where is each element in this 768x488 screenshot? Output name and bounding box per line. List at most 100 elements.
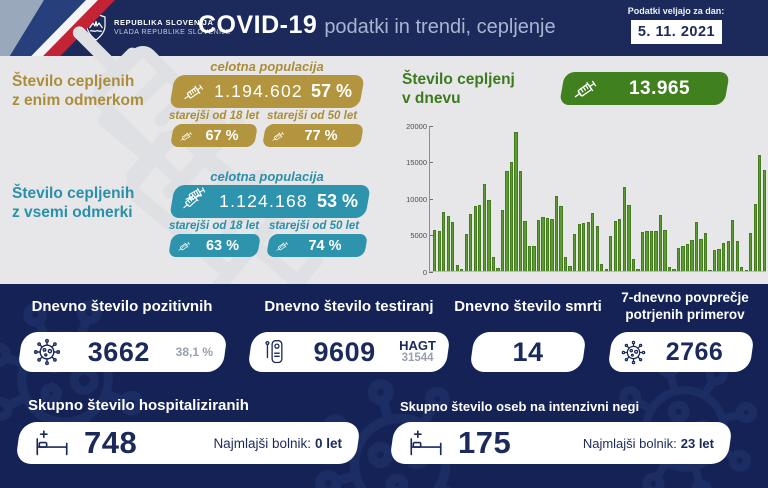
daily-vaccinations-title-line1: Število cepljenj: [402, 71, 515, 88]
chart-bar: [654, 231, 658, 271]
hospitalized-box: 748 Najmlajši bolnik: 0 let: [15, 422, 361, 464]
chart-bar: [451, 221, 455, 271]
chart-bar: [469, 213, 473, 271]
y-axis-tick: 10000: [393, 195, 433, 204]
first-dose-percent: 57 %: [310, 81, 352, 101]
chart-bar: [591, 213, 595, 271]
icu-value: 175: [458, 425, 512, 460]
first-dose-total-box: 1.194.602 57 %: [169, 75, 365, 108]
chart-bar: [572, 234, 577, 271]
daily-tests-hagt: HAGT 31544: [399, 338, 436, 365]
chart-bar: [455, 265, 459, 271]
chart-bar: [487, 199, 491, 271]
chart-bars: [433, 126, 766, 271]
chart-bar: [505, 170, 509, 271]
chart-bar: [694, 222, 699, 271]
chart-bar: [740, 267, 744, 271]
youngest-patient-label: Najmlajši bolnik:: [582, 435, 677, 451]
y-axis-tick: 0: [393, 268, 433, 277]
chart-bar: [690, 239, 694, 271]
all-doses-age50-percent: 74 %: [308, 237, 342, 254]
chart-bar: [663, 230, 667, 271]
daily-statistics-section: Dnevno število pozitivnih 3662 38,1 % Dn…: [0, 284, 768, 488]
first-dose-age18-box: 67 %: [169, 124, 259, 147]
hospitalized-title: Skupno število hospitaliziranih: [28, 397, 249, 414]
daily-tests-title: Dnevno število testiranj: [264, 298, 434, 315]
chart-y-axis: 20000 15000 10000 5000 0: [393, 122, 433, 277]
daily-deaths-title: Dnevno število smrti: [454, 298, 602, 315]
chart-bar: [563, 257, 568, 271]
all-doses-age50-label: starejši od 50 let: [268, 220, 360, 232]
daily-vaccinations-title-line2: v dnevu: [402, 90, 461, 107]
chart-bar: [667, 267, 672, 271]
youngest-patient-value: 23 let: [680, 435, 714, 451]
chart-bar: [744, 269, 748, 271]
hagt-count: 31544: [401, 352, 434, 364]
all-doses-total-box: 1.124.168 53 %: [169, 185, 371, 218]
chart-bar: [712, 249, 717, 271]
chart-bar: [514, 131, 518, 271]
seven-day-average-title: 7-dnevno povprečje potrjenih primerov: [606, 289, 764, 323]
syringe-icon: [181, 79, 210, 105]
chart-bar: [460, 268, 464, 271]
chart-bar: [442, 211, 446, 271]
chart-bar: [604, 268, 608, 271]
all-doses-age18-percent: 63 %: [205, 237, 240, 254]
report-date: 5. 11. 2021: [631, 20, 722, 44]
first-dose-population-label: celotna populacija: [210, 59, 324, 74]
y-axis-tick: 20000: [393, 122, 433, 131]
first-dose-age50-box: 77 %: [261, 124, 365, 147]
chart-bar: [609, 236, 613, 271]
syringe-icon: [176, 238, 194, 254]
chart-bar: [699, 239, 703, 271]
test-kit-icon: [262, 338, 290, 366]
y-axis-tick: 5000: [393, 231, 433, 240]
all-doses-title-line2: z vsemi odmerki: [12, 204, 133, 221]
first-dose-title-line2: z enim odmerkom: [12, 92, 144, 109]
chart-bar: [478, 205, 482, 271]
syringe-icon: [570, 74, 603, 103]
slovenia-coat-of-arms-icon: [86, 13, 106, 41]
syringe-icon: [274, 238, 292, 254]
chart-bar: [496, 268, 500, 271]
daily-vaccinations-count: 13.965: [628, 77, 691, 99]
syringe-icon: [270, 128, 288, 144]
daily-tests-box: 9609 HAGT 31544: [247, 332, 451, 372]
chart-bar: [523, 220, 527, 271]
first-dose-age50-percent: 77 %: [304, 127, 338, 144]
daily-vaccinations-title: Število cepljenj v dnevu: [402, 70, 515, 108]
chart-bar: [640, 231, 645, 271]
chart-plot-area: [429, 126, 766, 272]
chart-bar: [658, 215, 663, 271]
page-title: COVID-19 podatki in trendi, cepljenje: [198, 11, 556, 40]
chart-bar: [582, 223, 586, 271]
chart-bar: [731, 219, 735, 271]
chart-bar: [482, 184, 486, 271]
double-syringe-icon: [182, 190, 212, 214]
daily-positive-box: 3662 38,1 %: [17, 332, 228, 372]
chart-bar: [550, 218, 554, 271]
seven-day-average-title-line2: potrjenih primerov: [625, 307, 745, 322]
chart-bar: [636, 268, 640, 271]
first-dose-count: 1.194.602: [214, 81, 303, 101]
hospital-bed-icon: [34, 428, 70, 458]
first-dose-title-line1: Število cepljenih: [12, 73, 135, 90]
seven-day-average-box: 2766: [607, 332, 755, 372]
chart-bar: [446, 215, 450, 271]
hospitalized-youngest-note: Najmlajši bolnik: 0 let: [137, 436, 342, 451]
all-doses-percent: 53 %: [316, 191, 358, 211]
vaccination-section: Število cepljenih z enim odmerkom celotn…: [0, 56, 768, 284]
seven-day-average-title-line1: 7-dnevno povprečje: [621, 290, 749, 305]
chart-bar: [753, 204, 757, 271]
chart-bar: [726, 241, 730, 271]
chart-bar: [568, 265, 572, 271]
icu-box: 175 Najmlajši bolnik: 23 let: [389, 422, 733, 464]
chart-bar: [622, 186, 626, 271]
daily-deaths-value: 14: [512, 336, 544, 367]
chart-bar: [627, 205, 631, 271]
chart-bar: [703, 232, 708, 271]
chart-bar: [645, 231, 649, 271]
chart-bar: [676, 247, 681, 271]
page-title-bold: COVID-19: [198, 11, 318, 39]
